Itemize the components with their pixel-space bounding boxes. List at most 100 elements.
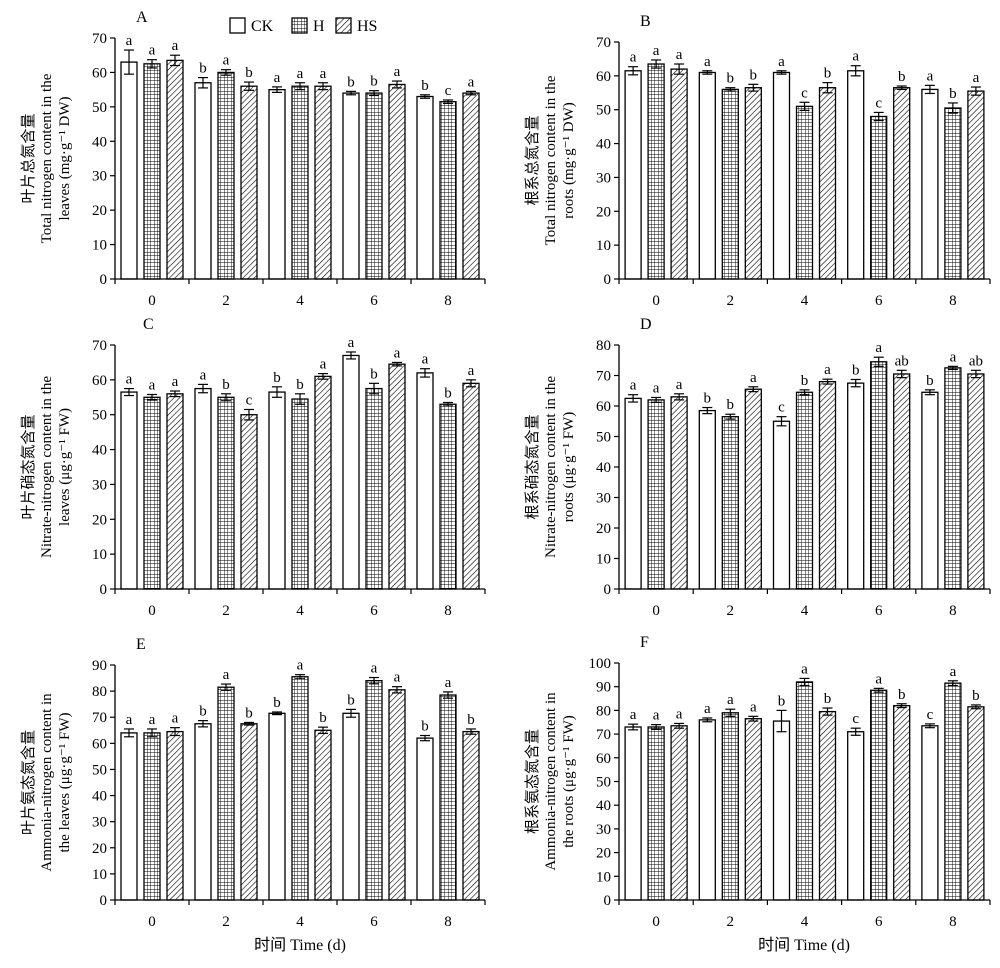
y-axis-label: 根系硝态氮含量 bbox=[524, 414, 541, 519]
significance-letter: b bbox=[824, 691, 832, 707]
bar-hs-day-6 bbox=[388, 689, 406, 901]
bar-h-day-6 bbox=[870, 115, 888, 280]
y-axis-label: 叶片硝态氮含量 bbox=[20, 414, 37, 519]
error-bar bbox=[628, 66, 639, 76]
significance-letter: c bbox=[445, 83, 452, 99]
error-bar bbox=[776, 70, 787, 75]
x-tick-label: 4 bbox=[801, 293, 809, 309]
significance-letter: a bbox=[200, 367, 207, 383]
bar-ck-day-8 bbox=[416, 737, 434, 901]
bar-hs-day-0 bbox=[670, 725, 688, 901]
bar-ck-day-6 bbox=[342, 712, 360, 901]
error-bar bbox=[850, 727, 861, 736]
x-tick-label: 4 bbox=[296, 293, 304, 309]
error-bar bbox=[420, 734, 430, 742]
legend-swatch-h bbox=[291, 17, 308, 34]
bar-ck-day-0 bbox=[120, 732, 138, 901]
y-tick-label: 50 bbox=[596, 775, 611, 791]
bar-hs-day-2 bbox=[240, 414, 258, 590]
bar-h-day-0 bbox=[143, 396, 161, 590]
x-tick-label: 0 bbox=[652, 603, 660, 619]
significance-letter: b bbox=[727, 397, 735, 413]
error-bar bbox=[822, 378, 833, 385]
significance-letter: b bbox=[727, 71, 735, 87]
x-tick-label: 6 bbox=[370, 603, 378, 619]
error-bar bbox=[799, 389, 810, 396]
bar-ck-day-4 bbox=[772, 71, 791, 280]
y-axis-label: roots (mg·g⁻¹ DW) bbox=[561, 102, 577, 219]
y-tick-label: 10 bbox=[596, 869, 611, 885]
y-tick-label: 70 bbox=[596, 35, 611, 51]
error-bar bbox=[272, 711, 282, 716]
significance-letter: b bbox=[778, 693, 786, 709]
x-tick-label: 0 bbox=[652, 914, 660, 930]
x-tick-label: 6 bbox=[370, 293, 378, 309]
bar-h-day-0 bbox=[647, 399, 665, 590]
error-bar bbox=[725, 87, 736, 92]
error-bar bbox=[896, 703, 907, 709]
error-bar bbox=[702, 406, 713, 415]
y-tick-label: 60 bbox=[596, 69, 611, 85]
significance-letter: a bbox=[297, 658, 304, 674]
error-bar bbox=[466, 379, 476, 388]
significance-letter: a bbox=[223, 667, 230, 683]
error-bar bbox=[776, 709, 787, 733]
bar-ck-day-2 bbox=[194, 387, 212, 590]
bar-hs-day-0 bbox=[166, 59, 184, 280]
bar-h-day-8 bbox=[944, 107, 962, 280]
y-tick-label: 60 bbox=[92, 65, 107, 81]
significance-letter: a bbox=[126, 712, 133, 728]
y-tick-label: 90 bbox=[92, 658, 107, 674]
significance-letter: a bbox=[852, 49, 859, 65]
error-bar bbox=[346, 351, 356, 360]
y-tick-label: 30 bbox=[92, 169, 107, 185]
error-bar bbox=[124, 728, 134, 738]
error-bar bbox=[318, 82, 328, 91]
bar-ck-day-2 bbox=[698, 719, 716, 901]
bar-h-day-2 bbox=[217, 686, 235, 901]
error-bar bbox=[822, 82, 833, 94]
y-tick-label: 70 bbox=[92, 338, 107, 354]
bar-h-day-8 bbox=[944, 682, 962, 901]
error-bar bbox=[947, 680, 958, 687]
bar-ck-day-6 bbox=[847, 382, 865, 590]
y-tick-label: 80 bbox=[92, 684, 107, 700]
error-bar bbox=[272, 86, 282, 93]
bar-hs-day-6 bbox=[388, 363, 406, 590]
x-tick-label: 0 bbox=[148, 914, 156, 930]
significance-letter: b bbox=[898, 69, 906, 85]
significance-letter: b bbox=[370, 74, 378, 90]
bar-hs-day-0 bbox=[670, 396, 688, 590]
error-bar bbox=[221, 683, 231, 691]
panel-letter: D bbox=[640, 316, 652, 333]
bar-h-day-0 bbox=[143, 732, 161, 901]
x-tick-label: 6 bbox=[875, 603, 883, 619]
bar-h-day-0 bbox=[647, 726, 665, 901]
error-bar bbox=[725, 413, 736, 420]
x-tick-label: 2 bbox=[222, 603, 230, 619]
bar-hs-day-6 bbox=[388, 83, 406, 280]
significance-letter: a bbox=[676, 706, 683, 722]
bar-h-day-6 bbox=[365, 387, 383, 590]
significance-letter: a bbox=[468, 74, 475, 90]
significance-letter: b bbox=[199, 704, 207, 720]
error-bar bbox=[124, 49, 134, 75]
y-axis-label: 根系氨态氮含量 bbox=[524, 729, 541, 834]
significance-letter: a bbox=[149, 43, 156, 59]
y-tick-label: 50 bbox=[596, 103, 611, 119]
bar-h-day-4 bbox=[291, 85, 309, 280]
bar-hs-day-4 bbox=[818, 87, 837, 280]
significance-letter: c bbox=[801, 85, 808, 101]
error-bar bbox=[651, 396, 662, 403]
significance-letter: a bbox=[704, 701, 711, 717]
legend-label-hs: HS bbox=[357, 18, 377, 35]
y-axis-label: 叶片氨态氮含量 bbox=[20, 730, 37, 835]
y-tick-label: 40 bbox=[596, 798, 611, 814]
error-bar bbox=[369, 382, 379, 395]
x-tick-label: 4 bbox=[296, 603, 304, 619]
bar-ck-day-6 bbox=[342, 92, 360, 280]
bar-hs-day-8 bbox=[462, 92, 480, 280]
y-tick-label: 80 bbox=[596, 703, 611, 719]
x-tick-label: 8 bbox=[949, 293, 957, 309]
significance-letter: a bbox=[676, 47, 683, 63]
